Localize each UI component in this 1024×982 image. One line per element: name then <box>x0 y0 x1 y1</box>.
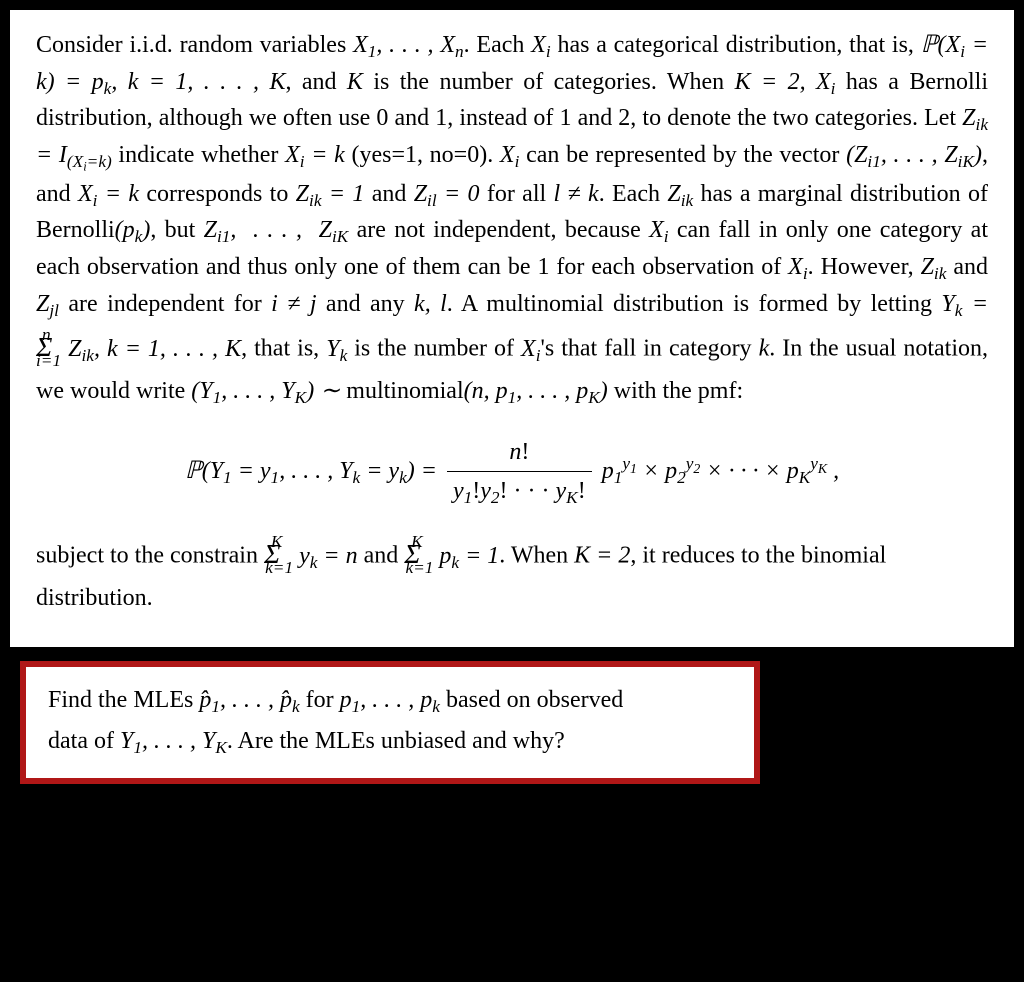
text: can be represented by the vector <box>519 142 846 168</box>
text: and <box>358 543 405 569</box>
math-inline: Zjl <box>36 291 59 317</box>
math-inline: K <box>347 69 363 95</box>
math-inline: Yk <box>326 336 347 362</box>
text: is the number of <box>347 336 521 362</box>
math-inline: Xi <box>500 142 519 168</box>
math-inline: p̂1, . . . , p̂k <box>199 687 299 713</box>
text: Consider i.i.d. random variables <box>36 32 353 58</box>
math-inline: Xi <box>531 32 550 58</box>
text: . When <box>499 543 574 569</box>
math-inline: X1, . . . , Xn <box>353 32 464 58</box>
text: are independent for <box>59 291 271 317</box>
question-text: Find the MLEs p̂1, . . . , p̂k for p1, .… <box>48 681 732 762</box>
text: has a categorical distribution, that is, <box>551 32 921 58</box>
math-inline: (pk) <box>115 217 151 243</box>
text: for all <box>480 181 554 207</box>
text: multinomial <box>340 378 463 404</box>
text: for <box>300 687 340 713</box>
math-inline: ΣKk=1 yk = n <box>264 543 358 569</box>
text: indicate whether <box>112 142 285 168</box>
math-inline: Xi <box>649 217 668 243</box>
math-inline: Xi <box>521 336 540 362</box>
text: , and <box>285 69 346 95</box>
text: . However, <box>808 254 921 280</box>
formula-rhs: p1y1 × p2y2 × · · · × pKyK , <box>602 458 839 484</box>
math-inline: K = 2, Xi <box>735 69 836 95</box>
text: (yes=1, no=0). <box>345 142 500 168</box>
text: . Are the MLEs unbiased and why? <box>227 728 565 754</box>
text: based on observed <box>440 687 623 713</box>
text: and any <box>317 291 415 317</box>
text: corresponds to <box>139 181 296 207</box>
math-inline: Xi = k <box>78 181 139 207</box>
text: . A multinomial distribution is formed b… <box>447 291 942 317</box>
math-inline: k <box>759 336 770 362</box>
math-inline: l ≠ k <box>554 181 599 207</box>
formula-denominator: y1!y2! · · · yK! <box>447 472 592 511</box>
text: Find the MLEs <box>48 687 199 713</box>
text: , but <box>150 217 203 243</box>
paragraph-constraint: subject to the constrain ΣKk=1 yk = n an… <box>36 530 988 615</box>
text: with the pmf: <box>608 378 743 404</box>
page-container: Consider i.i.d. random variables X1, . .… <box>0 0 1024 804</box>
question-highlight-box: Find the MLEs p̂1, . . . , p̂k for p1, .… <box>20 661 760 784</box>
formula-numerator: n! <box>447 435 592 472</box>
text: is the number of categories. When <box>363 69 735 95</box>
paragraph-main: Consider i.i.d. random variables X1, . .… <box>36 28 988 411</box>
math-inline: K = 2 <box>574 543 630 569</box>
math-inline: Xi = k <box>285 142 345 168</box>
math-inline: (Zi1, . . . , ZiK) <box>846 142 982 168</box>
math-inline: Zik <box>921 254 947 280</box>
text: . Each <box>599 181 668 207</box>
text: , that is, <box>241 336 326 362</box>
math-inline: Y1, . . . , YK <box>120 728 227 754</box>
math-inline: p1, . . . , pk <box>340 687 440 713</box>
math-inline: Zi1, . . . , ZiK <box>204 217 349 243</box>
text: and <box>364 181 413 207</box>
text: subject to the constrain <box>36 543 264 569</box>
math-inline: (Y1, . . . , YK) ∼ <box>191 378 340 404</box>
math-inline: ΣKk=1 pk = 1 <box>404 543 499 569</box>
math-inline: i ≠ j <box>271 291 316 317</box>
math-inline: Zik = 1 <box>296 181 365 207</box>
main-text-block: Consider i.i.d. random variables X1, . .… <box>10 10 1014 647</box>
formula-fraction: n! y1!y2! · · · yK! <box>447 435 592 511</box>
math-inline: Zil = 0 <box>414 181 480 207</box>
math-inline: (n, p1, . . . , pK) <box>464 378 608 404</box>
text: . Each <box>464 32 532 58</box>
display-formula: ℙ(Y1 = y1, . . . , Yk = yk) = n! y1!y2! … <box>36 435 988 511</box>
text: 's that fall in category <box>541 336 759 362</box>
formula-lhs: ℙ(Y1 = y1, . . . , Yk = yk) = <box>185 458 443 484</box>
text: data of <box>48 728 120 754</box>
math-inline: k, l <box>414 291 447 317</box>
text: and <box>946 254 988 280</box>
math-inline: Zik <box>667 181 693 207</box>
text: are not independent, because <box>348 217 649 243</box>
math-inline: Xi <box>788 254 807 280</box>
